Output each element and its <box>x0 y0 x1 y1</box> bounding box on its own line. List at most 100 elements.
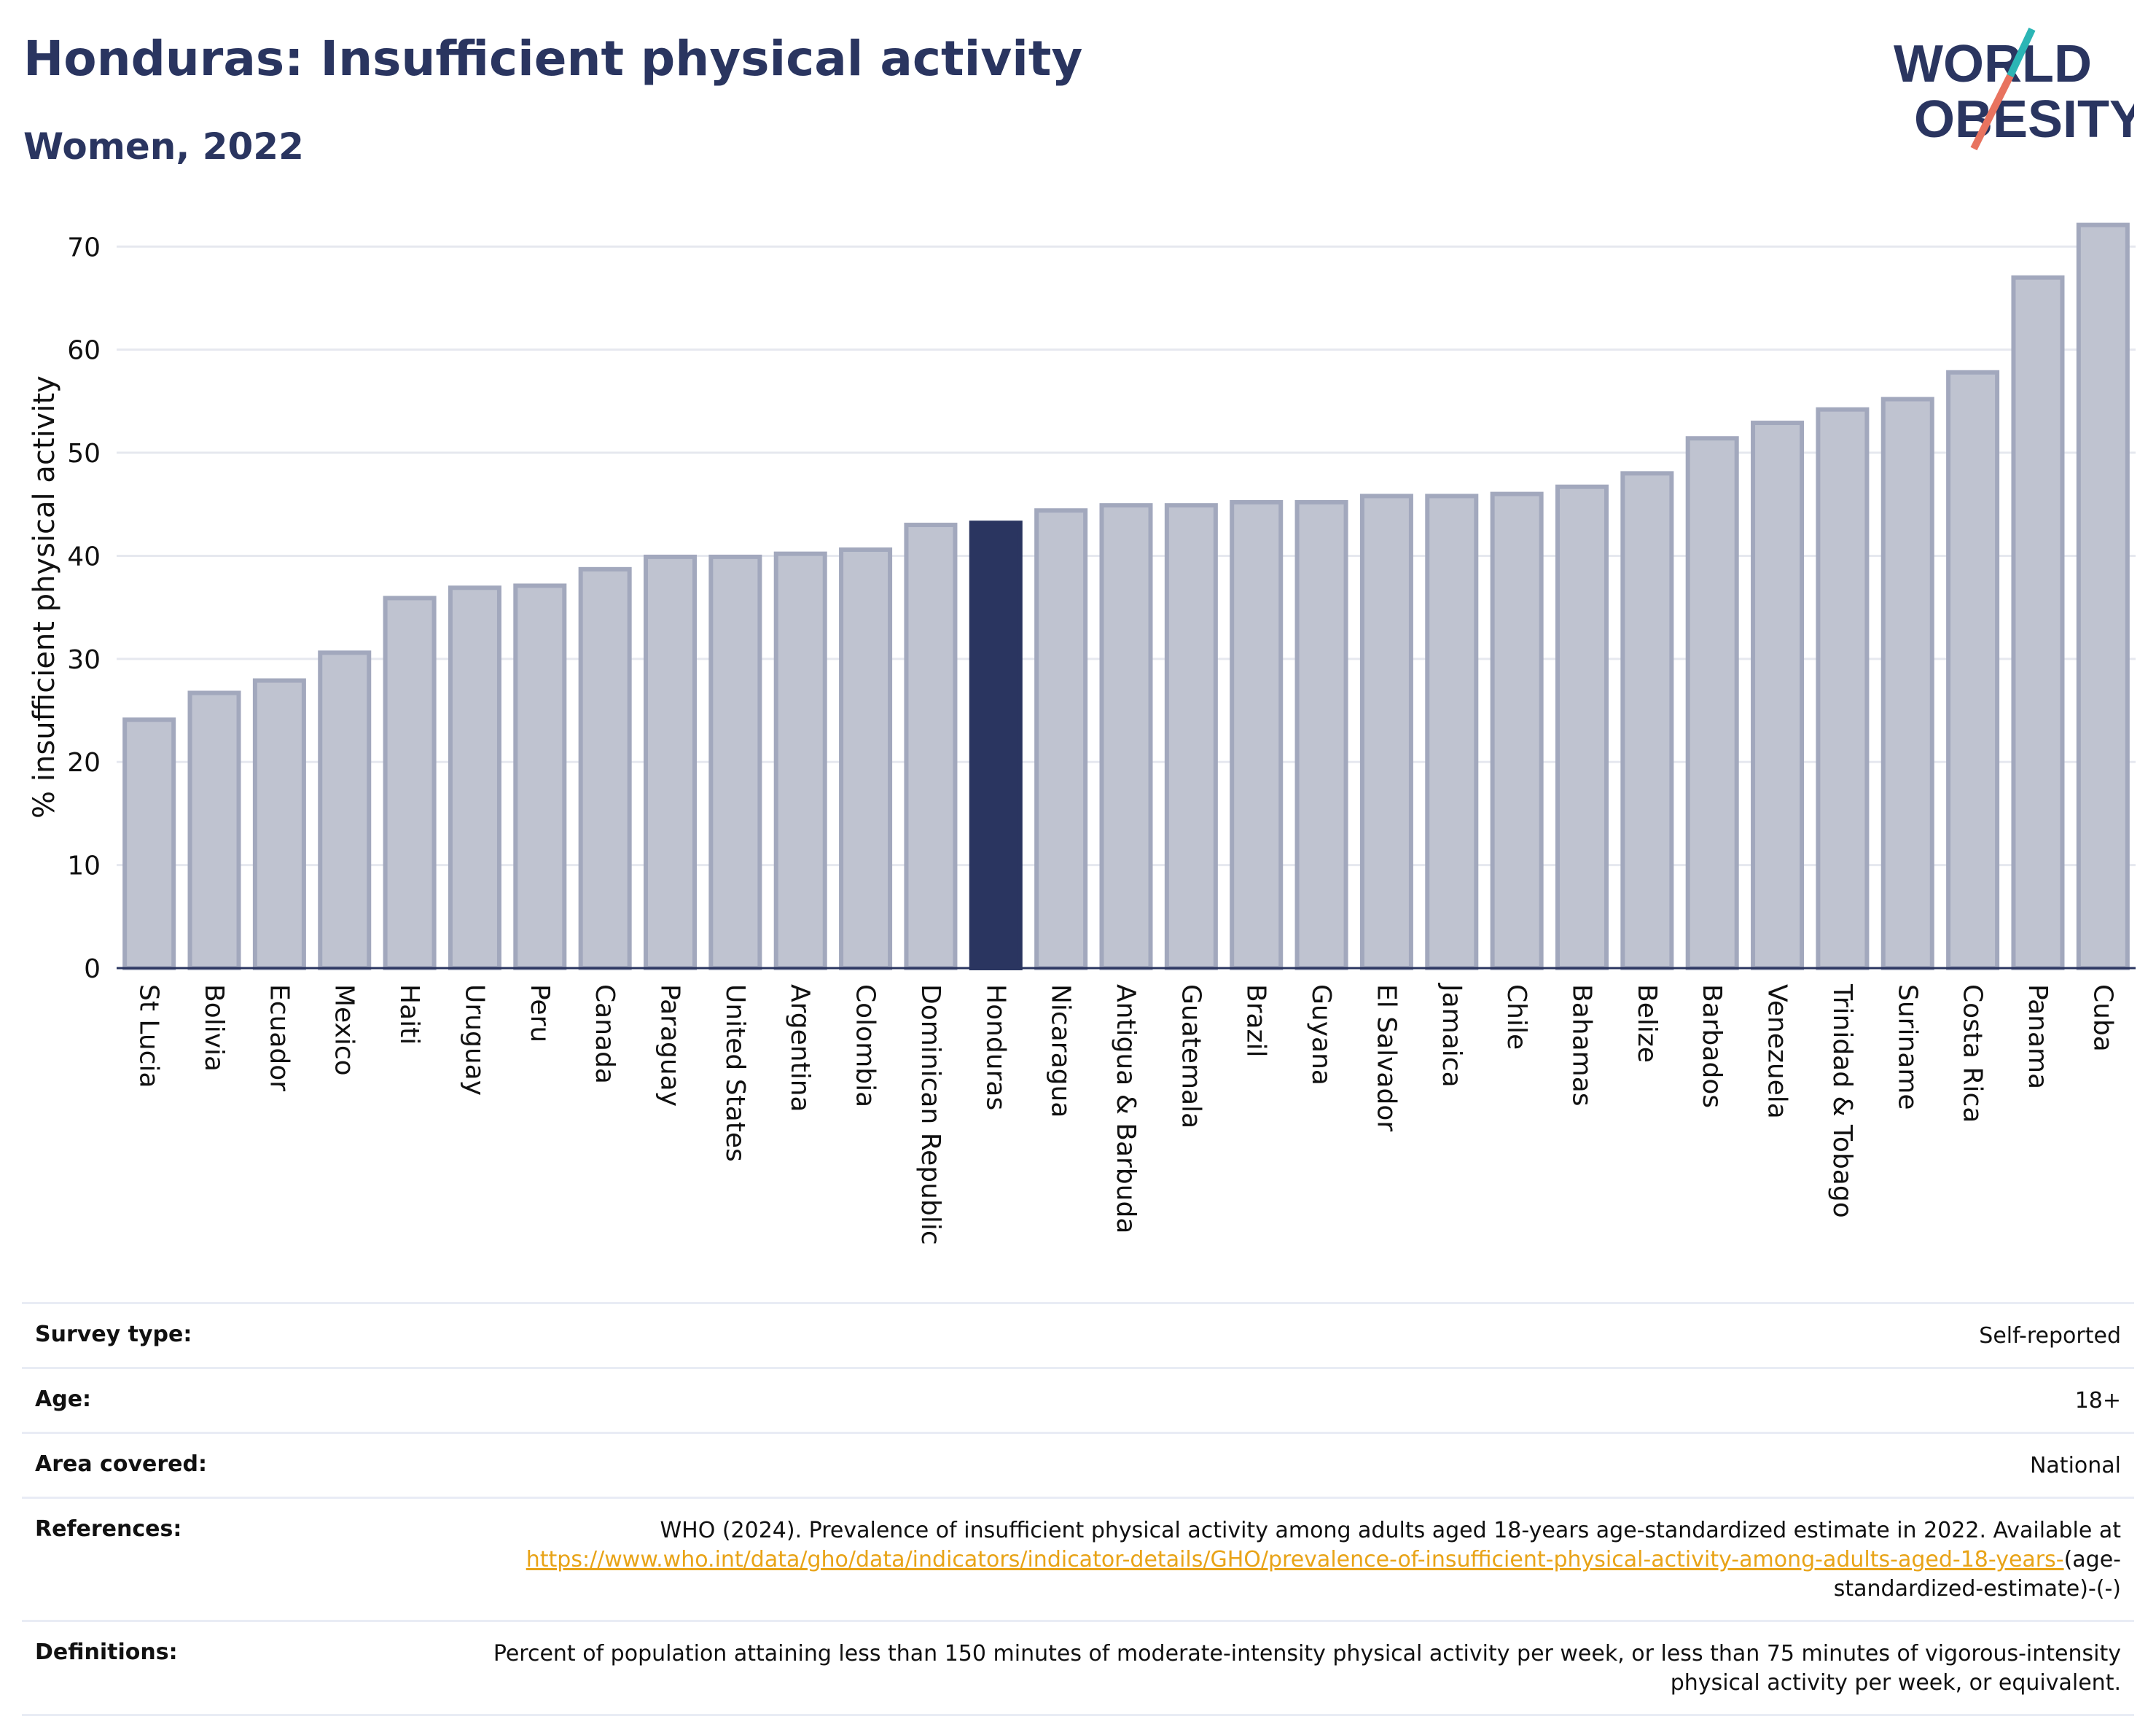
age-value: 18+ <box>2074 1388 2121 1414</box>
x-tick-label: United States <box>720 984 750 1162</box>
x-tick-label: Suriname <box>1892 984 1922 1110</box>
bars <box>122 222 2130 971</box>
x-tick-label: Cuba <box>2087 984 2117 1052</box>
x-tick-label: Peru <box>525 984 555 1042</box>
bar <box>1164 503 1218 970</box>
bar <box>252 678 306 971</box>
x-tick-label: Belize <box>1632 984 1662 1063</box>
x-tick-label: El Salvador <box>1371 984 1401 1131</box>
references-label: References: <box>35 1516 182 1542</box>
bar <box>2076 222 2130 970</box>
x-tick-label: Guatemala <box>1176 984 1206 1128</box>
bar <box>1880 397 1934 970</box>
bar <box>1620 471 1674 970</box>
info-table: Survey type: Self-reported Age: 18+ Area… <box>22 1302 2134 1716</box>
area-value: National <box>2029 1453 2121 1478</box>
bar <box>904 523 958 970</box>
bar <box>578 566 632 970</box>
bar <box>1490 491 1544 970</box>
x-tick-label: Haiti <box>394 984 424 1045</box>
bar <box>318 650 372 970</box>
x-tick-label: Argentina <box>785 984 815 1112</box>
logo-slash-teal <box>2007 27 2036 78</box>
x-tick-label: Colombia <box>851 984 880 1107</box>
page-subtitle: Women, 2022 <box>23 125 304 168</box>
y-tick-label: 60 <box>67 336 101 366</box>
bar <box>2011 275 2065 970</box>
logo-line2: OBESITY <box>1914 90 2134 149</box>
x-tick-label: Honduras <box>980 984 1010 1110</box>
bar <box>773 551 827 970</box>
bar <box>1946 370 2000 970</box>
bar <box>839 547 893 970</box>
age-row: Age: 18+ <box>22 1367 2134 1432</box>
y-tick-label: 50 <box>67 439 101 469</box>
y-tick-label: 70 <box>67 233 101 262</box>
x-tick-label: Bolivia <box>199 984 229 1072</box>
x-tick-label: Antigua & Barbuda <box>1111 984 1141 1233</box>
y-tick-label: 30 <box>67 645 101 675</box>
x-tick-label: Dominican Republic <box>915 984 945 1245</box>
page-title: Honduras: Insufficient physical activity <box>23 31 1083 87</box>
bar <box>1099 503 1153 970</box>
logo-line1: WORLD <box>1894 35 2092 93</box>
age-label: Age: <box>35 1387 92 1412</box>
x-tick-label: Jamaica <box>1437 983 1466 1088</box>
x-tick-label: Canada <box>590 984 620 1084</box>
x-tick-label: Paraguay <box>655 984 685 1107</box>
y-tick-label: 40 <box>67 542 101 572</box>
definitions-row: Definitions: Percent of population attai… <box>22 1620 2134 1716</box>
bar <box>969 520 1023 970</box>
survey-type-row: Survey type: Self-reported <box>22 1302 2134 1367</box>
area-label: Area covered: <box>35 1451 207 1477</box>
logo-slash-red <box>1970 74 2014 151</box>
bar <box>708 554 762 970</box>
x-tick-label: Bahamas <box>1566 984 1596 1107</box>
bar <box>383 596 437 970</box>
references-value: WHO (2024). Prevalence of insufficient p… <box>445 1516 2121 1604</box>
bar <box>1034 508 1088 970</box>
y-tick-labels: 0 10 20 30 40 50 60 70 <box>67 233 101 984</box>
x-tick-label: St Lucia <box>134 984 164 1088</box>
references-suffix: (age-standardized-estimate)-(-) <box>1833 1547 2121 1602</box>
x-tick-label: Trinidad & Tobago <box>1827 983 1857 1218</box>
bar <box>1294 499 1348 970</box>
bar <box>1359 494 1413 970</box>
y-axis-label: % insufficient physical activity <box>28 375 61 819</box>
y-tick-label: 20 <box>67 748 101 778</box>
area-row: Area covered: National <box>22 1432 2134 1497</box>
world-obesity-logo: WORLD OBESITY <box>1894 27 2134 151</box>
x-tick-label: Brazil <box>1241 984 1271 1057</box>
y-tick-label: 10 <box>67 851 101 881</box>
bar <box>1230 499 1284 970</box>
bar <box>644 554 698 970</box>
bar <box>187 690 241 970</box>
x-tick-label: Mexico <box>329 984 359 1076</box>
survey-type-value: Self-reported <box>1979 1323 2121 1349</box>
x-tick-label: Venezuela <box>1762 984 1792 1119</box>
references-row: References: WHO (2024). Prevalence of in… <box>22 1497 2134 1620</box>
x-tick-label: Nicaragua <box>1046 984 1076 1118</box>
bar-chart: 0 10 20 30 40 50 60 70 St Lucia Bolivia Ecuador Me… <box>28 222 2136 1245</box>
bar <box>1816 407 1870 970</box>
references-link[interactable]: https://www.who.int/data/gho/data/indica… <box>526 1547 2064 1572</box>
x-tick-label: Panama <box>2023 984 2053 1089</box>
bar <box>513 583 567 970</box>
x-tick-labels: St Lucia Bolivia Ecuador Mexico Haiti Uruguay… <box>134 983 2118 1245</box>
bar <box>1425 494 1479 970</box>
bar <box>1751 421 1805 970</box>
bar <box>122 717 176 971</box>
bar <box>1685 436 1739 970</box>
x-tick-label: Chile <box>1501 984 1531 1050</box>
x-tick-label: Guyana <box>1306 984 1336 1085</box>
bar <box>1555 484 1609 970</box>
x-tick-label: Uruguay <box>459 984 489 1096</box>
x-tick-label: Barbados <box>1697 984 1727 1108</box>
x-tick-label: Costa Rica <box>1958 984 1988 1123</box>
references-text: WHO (2024). Prevalence of insufficient p… <box>660 1518 2121 1543</box>
survey-type-label: Survey type: <box>35 1322 192 1347</box>
definitions-value: Percent of population attaining less tha… <box>493 1641 2121 1696</box>
x-tick-label: Ecuador <box>264 984 294 1091</box>
bar <box>448 585 501 970</box>
y-tick-label: 0 <box>84 954 101 984</box>
